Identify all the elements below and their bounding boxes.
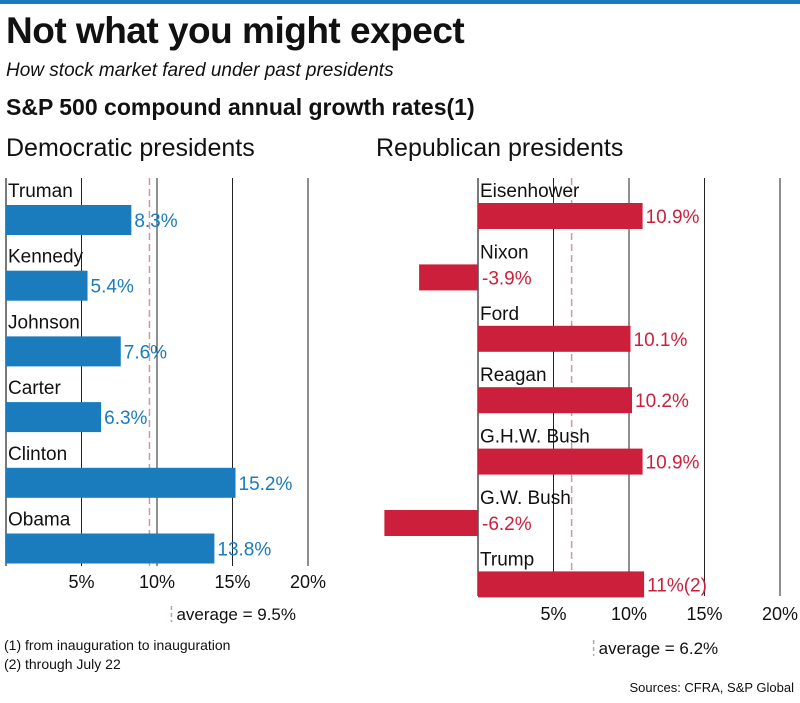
dem-category-label: Truman	[8, 181, 73, 202]
dem-tick-label: 5%	[68, 572, 94, 592]
rep-data-label: 10.1%	[634, 330, 688, 351]
rep-bar	[478, 571, 645, 598]
dem-category-label: Obama	[8, 510, 71, 531]
rep-bar	[419, 264, 478, 291]
rep-data-label: -6.2%	[482, 514, 532, 535]
dem-data-label: 7.6%	[124, 342, 167, 363]
chart-heading: S&P 500 compound annual growth rates(1)	[6, 94, 475, 120]
dem-bar	[6, 205, 132, 235]
rep-category-label: G.H.W. Bush	[480, 427, 590, 448]
dem-data-label: 13.8%	[217, 540, 271, 561]
dem-bar	[6, 467, 236, 498]
rep-category-label: Nixon	[480, 242, 529, 263]
rep-data-label: -3.9%	[482, 268, 532, 289]
footnote-2: (2) through July 22	[4, 656, 121, 672]
rep-data-label: 10.9%	[646, 453, 700, 474]
rep-tick-label: 20%	[762, 604, 798, 624]
rep-category-label: Eisenhower	[480, 181, 580, 202]
dem-data-label: 15.2%	[239, 474, 293, 495]
rep-data-label: 10.9%	[646, 207, 700, 228]
rep-category-label: Reagan	[480, 365, 547, 386]
dem-tick-label: 15%	[214, 572, 250, 592]
dem-category-label: Johnson	[8, 312, 80, 333]
rep-bar	[384, 510, 478, 536]
dem-bar	[6, 270, 88, 301]
rep-tick-label: 10%	[611, 604, 647, 624]
dem-bar	[6, 336, 121, 367]
source-note: Sources: CFRA, S&P Global	[629, 680, 795, 695]
dem-tick-label: 10%	[139, 572, 175, 592]
dem-data-label: 5.4%	[91, 277, 134, 298]
rep-data-label: 11%(2)	[647, 575, 707, 596]
rep-bar	[478, 325, 631, 352]
rep-data-label: 10.2%	[635, 391, 689, 412]
rep-bar	[478, 448, 643, 475]
dem-data-label: 8.3%	[134, 211, 177, 232]
dem-category-label: Kennedy	[8, 247, 84, 268]
panel-title-republican: Republican presidents	[376, 134, 624, 162]
panel-title-democratic: Democratic presidents	[6, 134, 255, 162]
rep-average-label: average = 6.2%	[599, 639, 719, 658]
rep-category-label: Ford	[480, 304, 519, 325]
dem-bar	[6, 402, 102, 433]
dem-bar	[6, 533, 215, 564]
rep-bar	[478, 203, 643, 229]
dem-data-label: 6.3%	[104, 408, 147, 429]
chart-title: Not what you might expect	[6, 10, 465, 51]
footnote-1: (1) from inauguration to inauguration	[4, 637, 231, 653]
dem-average-label: average = 9.5%	[176, 605, 296, 624]
dem-category-label: Clinton	[8, 444, 67, 465]
rep-category-label: G.W. Bush	[480, 488, 571, 509]
rep-tick-label: 15%	[686, 604, 722, 624]
dem-category-label: Carter	[8, 378, 61, 399]
rep-category-label: Trump	[480, 549, 534, 570]
rep-bar	[478, 387, 633, 414]
chart-subtitle: How stock market fared under past presid…	[6, 60, 394, 81]
rep-tick-label: 5%	[540, 604, 566, 624]
top-accent-line	[0, 0, 800, 4]
dem-tick-label: 20%	[290, 572, 326, 592]
